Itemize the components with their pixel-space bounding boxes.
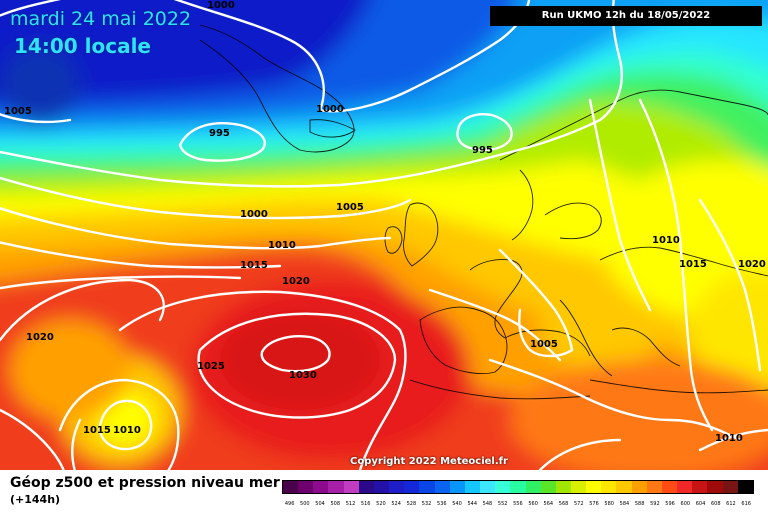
isobar-label: 1015 [679,259,707,270]
color-scale-value: 604 [695,501,706,507]
isobar-label: 1005 [4,106,32,117]
color-scale-value: 524 [391,501,401,507]
isobar-label: 1010 [715,433,743,444]
color-scale-value: 500 [300,501,310,507]
color-scale-swatch [540,481,556,493]
isobar-label: 1010 [652,235,680,246]
color-scale-swatch [510,481,526,493]
color-scale-value: 592 [650,501,660,507]
color-scale-value: 600 [680,501,691,507]
color-scale-swatch [449,481,465,493]
color-scale-value: 588 [634,501,645,507]
color-scale-value: 520 [376,501,386,507]
color-scale-swatch [480,481,496,493]
color-scale-value: 548 [482,501,493,507]
isobar-label: 995 [472,145,493,156]
color-scale-swatch [328,481,344,493]
isobar-label: 1010 [268,240,296,251]
isobar-label: 1030 [289,370,317,381]
color-scale-value: 576 [589,501,599,507]
isobar-label: 1000 [240,209,268,220]
geopotential-field [0,0,768,470]
color-scale-swatch [555,481,571,493]
color-scale-value: 540 [452,501,462,507]
color-scale-bar [282,480,754,494]
color-scale-swatch [661,481,678,493]
color-scale-swatch [616,481,632,493]
isobar-label: 995 [209,128,230,139]
forecast-local-time: 14:00 locale [14,34,151,58]
color-scale-swatch [601,481,617,493]
model-run-label: Run UKMO 12h du 18/05/2022 [490,6,762,26]
color-scale-value: 580 [604,501,614,507]
isobar-label: 1020 [282,276,310,287]
color-scale-swatch [419,481,435,493]
color-scale-swatch [737,481,753,493]
isobar-label: 1015 [240,260,268,271]
color-scale-value: 508 [330,501,341,507]
color-scale-value: 528 [406,501,417,507]
color-scale-swatch [358,481,374,493]
isobar-label: 1000 [207,0,235,11]
color-scale-swatch [343,481,359,493]
color-scale-swatch [586,481,602,493]
color-scale-value: 504 [315,501,325,507]
color-scale-value: 516 [360,501,371,507]
color-scale-value: 564 [543,501,554,507]
copyright-notice: Copyright 2022 Meteociel.fr [350,456,508,467]
color-scale-value: 552 [497,501,508,507]
color-scale-value: 608 [710,501,721,507]
color-scale-value: 556 [513,501,523,507]
color-scale-value: 596 [665,501,675,507]
color-scale-labels: 496 500 504 508 512 516 520 524 528 532 536 540 544 5… [282,501,754,507]
color-scale-swatch [722,481,738,493]
isobar-label: 1005 [530,339,558,350]
color-scale-swatch [525,481,541,493]
color-scale-swatch [677,481,693,493]
color-scale-value: 544 [467,501,477,507]
color-scale-swatch [313,481,329,493]
forecast-lead-time: (+144h) [10,493,61,506]
geopotential-map: 1000 1005 995 1000 995 1000 1005 1010 10… [0,0,768,470]
color-scale-value: 616 [741,501,751,507]
color-scale-swatch [434,481,450,493]
forecast-date: mardi 24 mai 2022 [10,8,192,30]
color-scale-swatch [404,481,420,493]
color-scale-swatch [298,481,314,493]
isobar-label: 1005 [336,202,364,213]
isobar-label: 1020 [738,259,766,270]
color-scale-swatch [646,481,662,493]
color-scale-swatch [283,481,299,493]
isobar-label: 1015 [83,425,111,436]
color-scale-value: 612 [726,501,736,507]
color-scale-value: 568 [558,501,569,507]
color-scale-value: 496 [284,501,295,507]
coastlines [199,24,768,400]
color-scale-swatch [389,481,405,493]
color-scale-value: 536 [437,501,447,507]
color-scale-value: 532 [421,501,432,507]
color-scale-swatch [692,481,708,493]
map-canvas: 1000 1005 995 1000 995 1000 1005 1010 10… [0,0,768,470]
color-scale-swatch [631,481,647,493]
color-scale-swatch [464,481,481,493]
color-scale-swatch [707,481,723,493]
color-scale-value: 572 [573,501,584,507]
isobar-label: 1025 [197,361,225,372]
color-scale-swatch [570,481,587,493]
color-scale-value: 512 [345,501,356,507]
legend-footer: Géop z500 et pression niveau mer (+144h)… [0,470,768,512]
color-scale-swatch [495,481,511,493]
isobar-labels: 1000 1005 995 1000 995 1000 1005 1010 10… [4,0,766,444]
color-scale-value: 584 [619,501,630,507]
color-scale-value: 560 [528,501,538,507]
isobar-label: 1020 [26,332,54,343]
color-scale-swatch [373,481,390,493]
isobar-label: 1000 [316,104,344,115]
isobar-label: 1010 [113,425,141,436]
product-title: Géop z500 et pression niveau mer [10,475,280,491]
isobars [0,0,768,470]
